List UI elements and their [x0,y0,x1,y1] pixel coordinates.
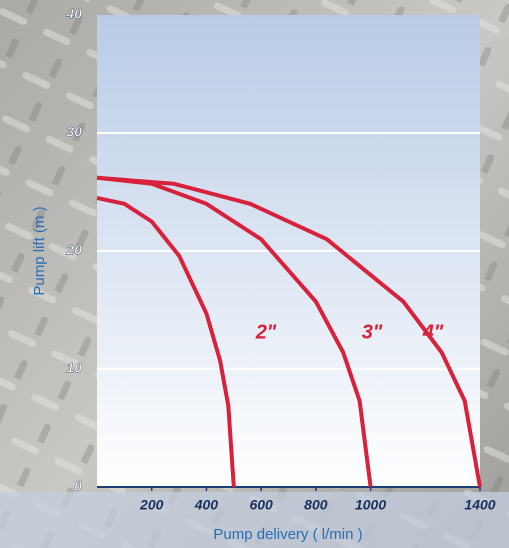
curve [96,175,373,488]
x-tick-label: 200 [139,497,164,513]
x-tick-label: 1000 [355,497,386,513]
curve [96,175,482,488]
y-tick-label: 30 [66,124,82,140]
y-tick-label: 10 [66,360,82,376]
curve [96,195,236,488]
x-axis-title: Pump delivery ( l/min ) [213,526,362,543]
y-axis-title: Pump lift (m ) [31,206,48,295]
y-tick-label: 20 [65,242,82,258]
curve-label: 3" [362,321,383,343]
curve-label: 4" [422,321,444,343]
x-axis-band [0,492,509,548]
y-tick-label: 40 [65,6,82,22]
x-tick-label: 800 [304,497,328,513]
curve-label: 2" [255,321,277,343]
x-tick-label: 1400 [464,497,495,513]
y-tick-label: 0 [74,478,82,494]
x-tick-label: 400 [194,497,219,513]
x-tick-label: 600 [249,497,273,513]
